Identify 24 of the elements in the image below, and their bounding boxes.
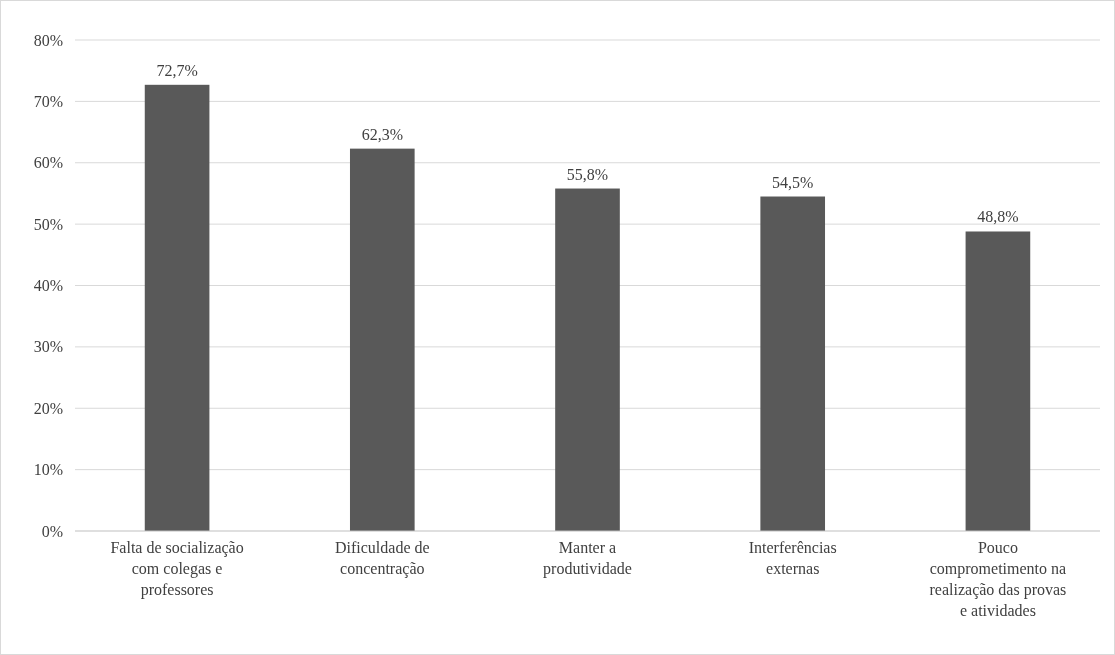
y-tick-label: 0% xyxy=(41,522,63,540)
data-label: 62,3% xyxy=(361,125,403,143)
bar xyxy=(144,84,210,531)
x-tick-label: Dificuldade de concentração xyxy=(334,539,430,578)
x-tick-label: Pouco comprometimento na realização das provas e atividades xyxy=(929,539,1067,619)
data-label: 54,5% xyxy=(772,173,814,191)
y-tick-label: 10% xyxy=(33,461,63,479)
data-label: 72,7% xyxy=(156,61,198,79)
x-tick-label: Interferências externas xyxy=(748,539,837,577)
bar xyxy=(349,148,415,531)
y-tick-label: 40% xyxy=(33,277,63,295)
y-tick-label: 80% xyxy=(33,31,63,49)
y-tick-label: 50% xyxy=(33,215,63,233)
y-tick-label: 20% xyxy=(33,399,63,417)
y-tick-label: 30% xyxy=(33,338,63,356)
bar xyxy=(555,188,620,531)
data-label: 48,8% xyxy=(977,208,1019,226)
x-tick-label: Manter a produtividade xyxy=(543,539,632,578)
bar xyxy=(760,196,826,531)
y-tick-label: 60% xyxy=(33,154,63,172)
data-label: 55,8% xyxy=(566,165,609,183)
x-tick-label: Falta de socialização com colegas e professores xyxy=(110,539,244,599)
y-tick-label: 70% xyxy=(33,92,63,110)
bar xyxy=(965,231,1031,531)
